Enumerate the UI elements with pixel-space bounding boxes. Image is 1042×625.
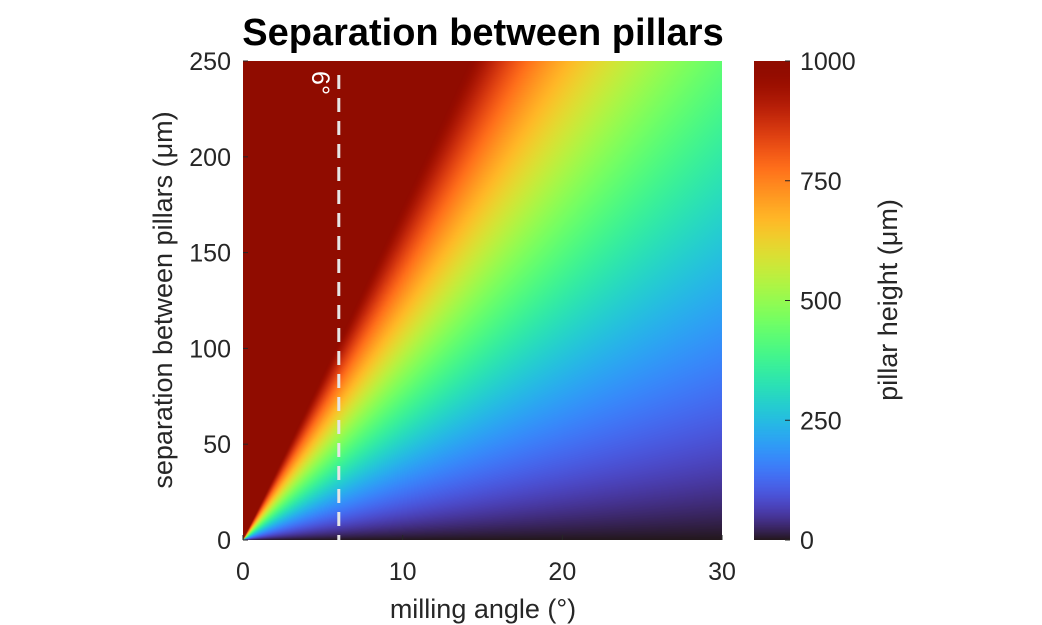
y-tick-label: 100 — [189, 335, 231, 363]
y-axis-label: separation between pillars (μm) — [148, 111, 178, 488]
six-degree-marker-label: 6° — [306, 71, 334, 95]
colorbar-tick-label: 1000 — [800, 48, 856, 76]
colorbar-gradient — [754, 61, 790, 540]
y-tick-label: 150 — [189, 240, 231, 268]
y-tick-label: 250 — [189, 48, 231, 76]
colorbar-tick-label: 250 — [800, 407, 842, 435]
heatmap-image — [243, 61, 722, 540]
chart-title: Separation between pillars — [242, 12, 723, 54]
y-tick-label: 50 — [203, 431, 231, 459]
heatmap-plot-area: 6° — [243, 61, 722, 540]
x-tick-label: 30 — [708, 558, 736, 586]
colorbar-tick-label: 0 — [800, 527, 814, 555]
colorbar: 0 250 500 750 1000 pillar height (μm) — [754, 48, 903, 555]
colorbar-label: pillar height (μm) — [873, 199, 903, 401]
colorbar-ticks: 0 250 500 750 1000 — [785, 48, 856, 555]
y-axis: 0 50 100 150 200 250 — [189, 48, 248, 555]
x-tick-label: 20 — [548, 558, 576, 586]
x-tick-label: 10 — [389, 558, 417, 586]
x-axis: 0 10 20 30 — [236, 535, 736, 586]
x-tick-label: 0 — [236, 558, 250, 586]
x-axis-label: milling angle (°) — [390, 594, 576, 624]
y-tick-label: 200 — [189, 144, 231, 172]
colorbar-tick-label: 750 — [800, 168, 842, 196]
colorbar-tick-label: 500 — [800, 288, 842, 316]
y-tick-label: 0 — [217, 527, 231, 555]
